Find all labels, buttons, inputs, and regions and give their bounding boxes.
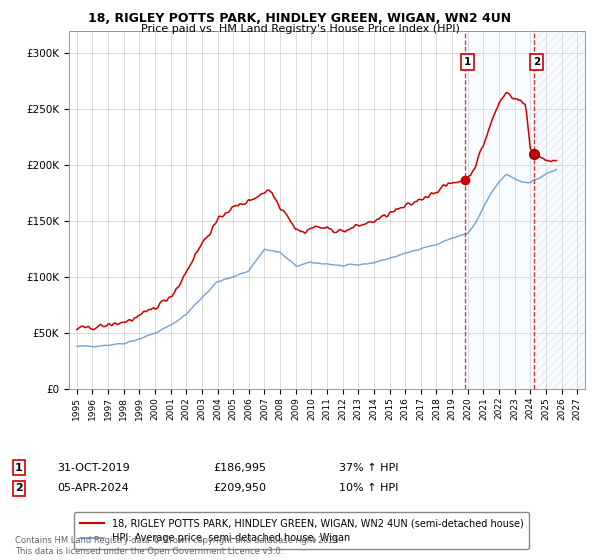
Text: 2: 2 [533, 57, 541, 67]
Bar [535, 31, 585, 389]
Text: 1: 1 [464, 57, 471, 67]
Text: 1: 1 [15, 463, 23, 473]
Legend: 18, RIGLEY POTTS PARK, HINDLEY GREEN, WIGAN, WN2 4UN (semi-detached house), HPI:: 18, RIGLEY POTTS PARK, HINDLEY GREEN, WI… [74, 512, 529, 549]
Text: 10% ↑ HPI: 10% ↑ HPI [339, 483, 398, 493]
Text: 2: 2 [15, 483, 23, 493]
Text: 37% ↑ HPI: 37% ↑ HPI [339, 463, 398, 473]
Text: £209,950: £209,950 [213, 483, 266, 493]
Text: 31-OCT-2019: 31-OCT-2019 [57, 463, 130, 473]
Text: £186,995: £186,995 [213, 463, 266, 473]
Text: Contains HM Land Registry data © Crown copyright and database right 2025.
This d: Contains HM Land Registry data © Crown c… [15, 536, 341, 556]
Text: 05-APR-2024: 05-APR-2024 [57, 483, 129, 493]
Text: 18, RIGLEY POTTS PARK, HINDLEY GREEN, WIGAN, WN2 4UN: 18, RIGLEY POTTS PARK, HINDLEY GREEN, WI… [88, 12, 512, 25]
Bar [465, 31, 585, 389]
Text: Price paid vs. HM Land Registry's House Price Index (HPI): Price paid vs. HM Land Registry's House … [140, 24, 460, 34]
